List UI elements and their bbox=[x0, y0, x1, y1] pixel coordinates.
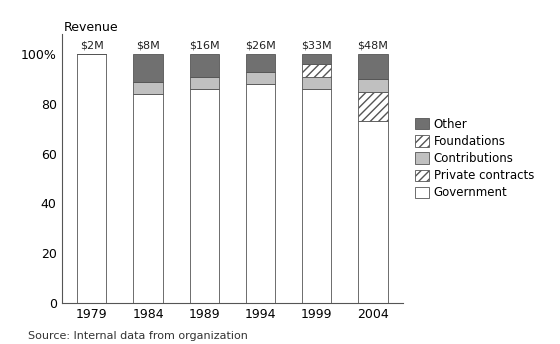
Bar bbox=[246, 84, 275, 303]
Bar bbox=[190, 77, 219, 89]
Bar bbox=[302, 64, 332, 77]
Bar bbox=[133, 94, 162, 303]
Text: $16M: $16M bbox=[189, 41, 220, 51]
Bar bbox=[77, 54, 106, 303]
Bar bbox=[302, 54, 332, 64]
Bar bbox=[358, 79, 388, 92]
Text: $33M: $33M bbox=[301, 41, 332, 51]
Bar bbox=[190, 89, 219, 303]
Bar bbox=[358, 92, 388, 121]
Text: $8M: $8M bbox=[136, 41, 160, 51]
Text: Revenue: Revenue bbox=[64, 21, 118, 34]
Legend: Other, Foundations, Contributions, Private contracts, Government: Other, Foundations, Contributions, Priva… bbox=[413, 116, 536, 202]
Text: $26M: $26M bbox=[245, 41, 276, 51]
Bar bbox=[302, 89, 332, 303]
Bar bbox=[133, 82, 162, 94]
Bar bbox=[358, 54, 388, 79]
Bar bbox=[302, 77, 332, 89]
Bar bbox=[190, 54, 219, 77]
Bar bbox=[246, 72, 275, 84]
Bar bbox=[133, 54, 162, 82]
Text: $48M: $48M bbox=[358, 41, 389, 51]
Bar bbox=[246, 54, 275, 72]
Text: $2M: $2M bbox=[80, 41, 104, 51]
Bar bbox=[358, 121, 388, 303]
Text: Source: Internal data from organization: Source: Internal data from organization bbox=[28, 331, 248, 341]
